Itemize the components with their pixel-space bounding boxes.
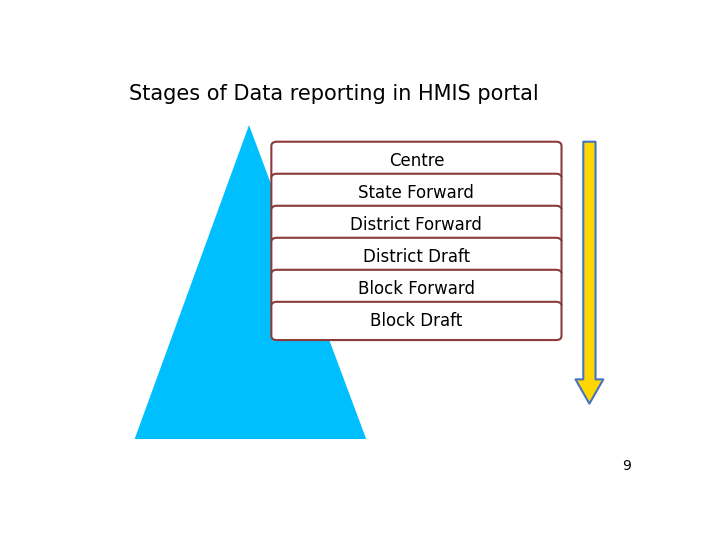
FancyBboxPatch shape [271,141,562,180]
Text: Centre: Centre [389,152,444,170]
FancyBboxPatch shape [271,174,562,212]
FancyBboxPatch shape [271,206,562,244]
Text: State Forward: State Forward [359,184,474,202]
Text: Block Draft: Block Draft [370,312,462,330]
Text: District Forward: District Forward [351,216,482,234]
FancyBboxPatch shape [271,238,562,276]
FancyBboxPatch shape [271,270,562,308]
Text: Block Forward: Block Forward [358,280,475,298]
Text: 9: 9 [622,459,631,473]
Polygon shape [135,125,366,439]
Text: District Draft: District Draft [363,248,470,266]
Text: Stages of Data reporting in HMIS portal: Stages of Data reporting in HMIS portal [129,84,539,104]
FancyBboxPatch shape [271,302,562,340]
